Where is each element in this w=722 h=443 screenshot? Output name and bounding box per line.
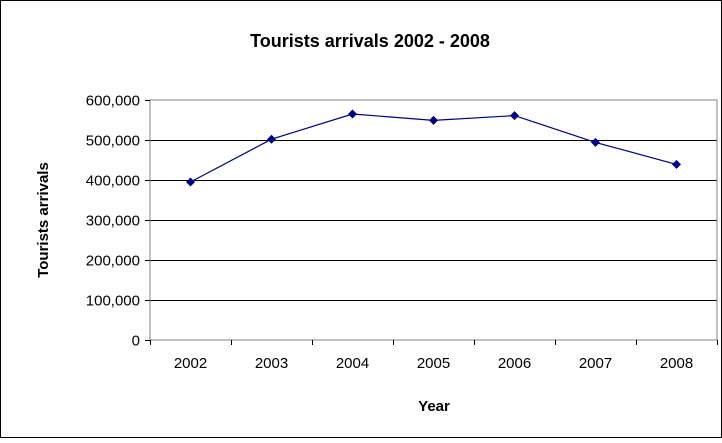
x-tick-label: 2006 xyxy=(498,355,531,372)
data-point xyxy=(672,159,681,169)
x-tick-label: 2008 xyxy=(660,355,693,372)
series-layer xyxy=(186,109,681,187)
y-tick-label: 200,000 xyxy=(86,253,140,270)
x-axis-title: Year xyxy=(418,398,450,415)
y-tick-label: 600,000 xyxy=(86,93,140,110)
x-tick-label: 2007 xyxy=(579,355,612,372)
y-axis-title: Tourists arrivals xyxy=(35,162,52,278)
x-tick-label: 2005 xyxy=(417,355,450,372)
y-tick-label: 0 xyxy=(132,333,140,350)
chart-title: Tourists arrivals 2002 - 2008 xyxy=(250,31,490,51)
data-point xyxy=(510,111,519,121)
x-tick-label: 2003 xyxy=(255,355,288,372)
x-tick-label: 2004 xyxy=(336,355,369,372)
gridlines xyxy=(150,140,717,301)
y-tick-label: 100,000 xyxy=(86,293,140,310)
data-point xyxy=(267,134,276,144)
y-axis-ticks: 0 100,000 200,000 300,000 400,000 500,000 600,… xyxy=(86,93,150,350)
y-tick-label: 500,000 xyxy=(86,133,140,150)
data-point xyxy=(348,109,357,119)
x-axis-ticks: 2002 2003 2004 2005 2006 2007 2008 xyxy=(150,340,718,372)
data-point xyxy=(429,115,438,125)
y-tick-label: 400,000 xyxy=(86,173,140,190)
y-tick-label: 300,000 xyxy=(86,213,140,230)
x-tick-label: 2002 xyxy=(174,355,207,372)
data-point xyxy=(591,137,600,147)
data-point xyxy=(186,177,195,187)
